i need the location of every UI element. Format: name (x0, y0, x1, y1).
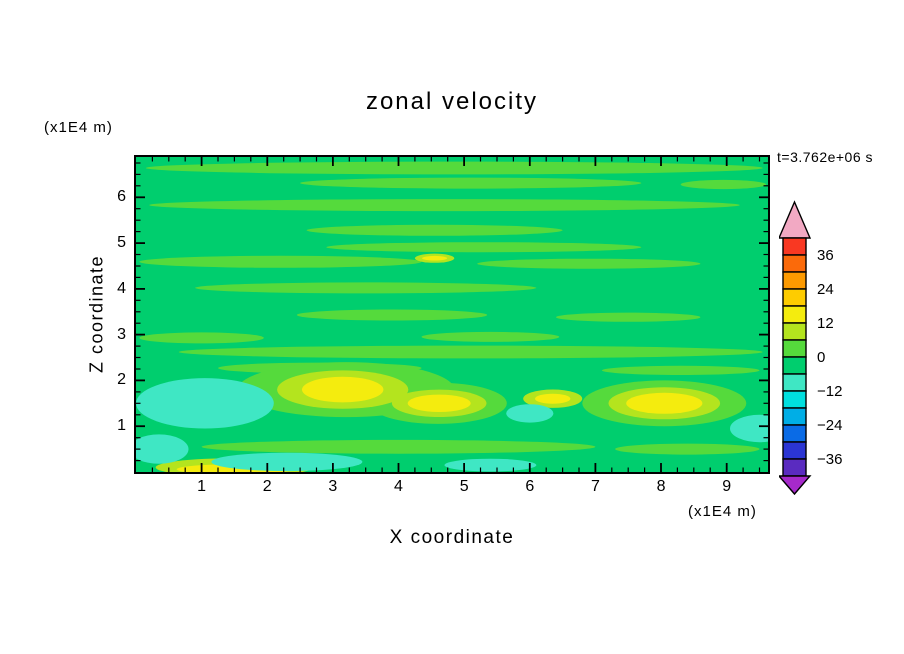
y-axis-unit-label: (x1E4 m) (44, 119, 113, 136)
colorbar-cell (782, 458, 807, 477)
colorbar-bottom-arrow (779, 475, 812, 496)
x-tick-label: 2 (262, 478, 272, 495)
x-tick-label: 7 (590, 478, 600, 495)
colorbar-label: −12 (817, 383, 842, 400)
contour-feature-streak (139, 332, 264, 344)
colorbar: 36 24 12 0 −12 −24 −36 (779, 200, 842, 496)
contour-feature-cyan (730, 414, 768, 443)
axis-ticks (136, 157, 768, 472)
contour-feature-streak (421, 331, 560, 342)
colorbar-label: −24 (817, 417, 842, 434)
x-tick-label: 6 (525, 478, 535, 495)
contour-feature-streak (477, 258, 701, 269)
contour-feature-streak (201, 439, 596, 454)
colorbar-cell (782, 390, 807, 409)
contour-feature-streak (139, 255, 422, 268)
time-annotation: t=3.762e+06 s (777, 149, 874, 165)
x-tick-label: 5 (459, 478, 469, 495)
colorbar-top-arrow (779, 200, 812, 239)
contour-feature-cyan (136, 434, 189, 464)
colorbar-cell (782, 356, 807, 375)
contour-feature-streak (300, 177, 642, 189)
colorbar-label: 12 (817, 315, 834, 332)
colorbar-label: 36 (817, 247, 834, 264)
contour-feature-yellow (626, 392, 703, 414)
contour-feature-cyan (506, 404, 554, 423)
y-tick-label: 4 (117, 279, 126, 297)
colorbar-cell (782, 339, 807, 358)
colorbar-cell (782, 271, 807, 290)
x-tick-label: 4 (394, 478, 403, 495)
contour-feature-streak (195, 282, 537, 294)
chart-title: zonal velocity (365, 88, 539, 115)
plot-area: 1 2 3 4 5 6 7 8 9 1 2 3 4 5 6 (117, 155, 770, 495)
x-tick-label: 8 (656, 478, 666, 495)
x-tick-label: 1 (197, 478, 207, 495)
colorbar-cell (782, 254, 807, 273)
colorbar-cell (782, 322, 807, 341)
contour-feature-cyan (136, 378, 274, 429)
contour-feature-streak (601, 365, 760, 375)
colorbar-cell (782, 424, 807, 443)
x-axis-unit-label: (x1E4 m) (688, 503, 757, 520)
plot-canvas (136, 157, 768, 472)
colorbar-label: 0 (817, 349, 825, 366)
contour-feature-streak (145, 161, 763, 175)
y-tick-label: 3 (117, 325, 126, 343)
contour-feature-streak (296, 309, 488, 321)
contour-feature-streak (149, 199, 740, 212)
colorbar-label: 24 (817, 281, 834, 298)
contour-feature-cyan (211, 452, 363, 472)
contour-feature-yellow (407, 394, 471, 412)
contour-feature-yellow (535, 393, 571, 404)
x-tick-label: 9 (722, 478, 732, 495)
colorbar-cell (782, 237, 807, 256)
contour-feature-streak (556, 312, 701, 322)
contour-feature-streak (178, 345, 763, 359)
contour-feature-cyan (444, 458, 537, 472)
colorbar-cell (782, 407, 807, 426)
y-axis-label: Z coordinate (86, 254, 107, 374)
y-tick-label: 6 (117, 188, 126, 206)
y-tick-label: 1 (117, 417, 126, 435)
contour-feature-yellow (302, 376, 384, 403)
colorbar-cell (782, 288, 807, 307)
colorbar-cell (782, 441, 807, 460)
y-tick-label: 5 (117, 234, 126, 252)
contour-feature-yellow (422, 255, 448, 261)
colorbar-cell (782, 373, 807, 392)
contour-feature-streak (326, 242, 642, 253)
contour-feature-streak (615, 443, 760, 455)
colorbar-cell (782, 305, 807, 324)
colorbar-label: −36 (817, 451, 842, 468)
y-tick-label: 2 (117, 371, 126, 389)
x-axis-label: X coordinate (389, 527, 515, 548)
contour-feature-streak (680, 179, 767, 190)
x-tick-label: 3 (328, 478, 338, 495)
contour-feature-streak (306, 224, 563, 236)
